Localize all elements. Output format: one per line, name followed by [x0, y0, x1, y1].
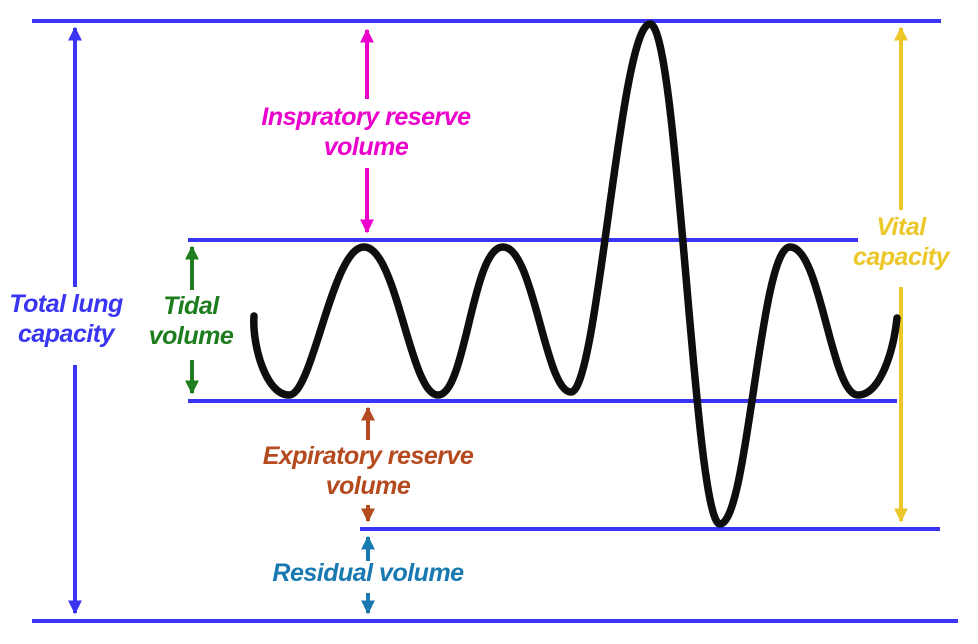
label-line: Inspratory reserve — [261, 103, 471, 131]
label-line: volume — [323, 133, 409, 161]
label-line: capacity — [17, 320, 115, 348]
label-inspiratory-reserve-volume: Inspratory reserve volume — [261, 102, 471, 162]
label-line: Vital — [876, 213, 926, 241]
label-line: volume — [148, 322, 234, 350]
label-total-lung-capacity: Total lung capacity — [9, 289, 123, 349]
label-line: Expiratory reserve — [262, 442, 474, 470]
label-vital-capacity: Vital capacity — [852, 212, 950, 272]
label-tidal-volume: Tidal volume — [149, 291, 234, 351]
label-line: Residual volume — [272, 559, 464, 587]
label-line: Tidal — [163, 292, 219, 320]
label-line: volume — [325, 472, 411, 500]
label-line: Total lung — [9, 290, 123, 318]
label-expiratory-reserve-volume: Expiratory reserve volume — [263, 441, 474, 501]
spirogram-trace — [250, 20, 901, 528]
label-line: capacity — [852, 243, 950, 271]
label-residual-volume: Residual volume — [272, 558, 464, 588]
level-lines — [32, 19, 958, 623]
